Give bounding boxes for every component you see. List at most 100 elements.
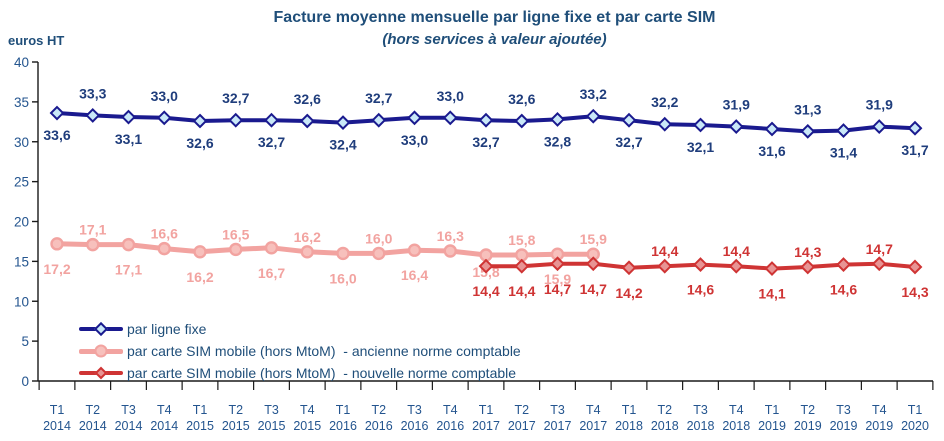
data-label: 16,2 [294,229,321,245]
data-label: 16,5 [222,226,249,242]
data-label: 33,0 [401,132,428,148]
data-label: 32,7 [615,134,642,150]
y-tick-label: 5 [21,334,29,349]
data-point-marker [372,246,386,261]
data-point-marker [621,112,637,128]
data-point-marker [50,237,64,251]
legend-item-sim-ancienne: par carte SIM mobile (hors MtoM) - ancie… [79,342,521,359]
series-line [54,241,596,258]
data-label: 14,3 [901,284,928,300]
x-tick-quarter-label: T4 [586,403,601,417]
series-2: 14,4 14,4 14,7 14,7 14,2 14,4 14,6 14,4 14,1 14,3… [472,241,928,302]
x-tick-year-label: 2017 [579,419,607,433]
data-label: 17,1 [79,222,106,238]
x-tick-year-label: 2015 [258,419,286,433]
x-tick-quarter-label: T1 [479,403,494,417]
data-label: 31,3 [794,101,821,117]
data-label: 31,9 [866,97,893,113]
data-point-marker [836,257,851,272]
data-point-marker [907,259,923,275]
data-point-marker [693,257,708,272]
x-tick-quarter-label: T1 [765,403,780,417]
legend-label-sim-nouvelle: par carte SIM mobile (hors MtoM) - nouve… [127,364,517,381]
legend: par ligne fixe par carte SIM mobile (hor… [79,320,521,381]
data-point-marker [85,108,101,123]
data-label: 32,7 [222,90,249,106]
data-point-marker [693,117,708,133]
legend-label-ligne-fixe: par ligne fixe [127,320,207,337]
data-label: 32,2 [651,94,678,110]
data-point-marker [585,108,601,124]
data-label: 15,8 [508,232,535,248]
axes: 0 5 10 15 20 25 30 35 40 T1 2014 T2 2014 T3 2014 T4 2014… [14,55,934,433]
x-tick-quarter-label: T1 [193,403,208,417]
y-tick-label: 35 [14,95,29,110]
x-tick-quarter-label: T3 [550,403,565,417]
data-point-marker [585,256,601,272]
data-point-marker [407,110,422,126]
x-tick-quarter-label: T3 [693,403,708,417]
data-point-marker [442,110,458,126]
data-label: 14,3 [794,244,821,260]
data-label: 14,7 [580,281,607,297]
data-label: 32,6 [294,91,321,107]
data-point-marker [800,123,816,139]
y-tick-label: 20 [14,215,29,230]
series-0: 33,6 33,3 33,1 33,0 32,6 32,7 32,7 32,6 32,4 32,7… [43,85,928,160]
x-tick-year-label: 2014 [115,419,143,433]
data-point-marker [871,256,887,272]
data-point-marker [514,113,530,129]
data-label: 33,0 [437,88,464,104]
data-label: 31,7 [901,142,928,158]
data-label: 33,1 [115,131,142,147]
legend-item-ligne-fixe: par ligne fixe [79,320,521,337]
data-point-marker [550,112,565,127]
data-label: 16,0 [365,230,392,246]
x-tick-year-label: 2015 [222,419,250,433]
data-point-marker [371,112,387,128]
x-tick-quarter-label: T2 [800,403,815,417]
data-point-marker [443,244,457,258]
data-label: 16,2 [186,269,213,285]
legend-label-sim-ancienne: par carte SIM mobile (hors MtoM) - ancie… [127,342,521,359]
x-tick-quarter-label: T4 [300,403,315,417]
data-label: 14,7 [544,281,571,297]
chart-subtitle: (hors services à valeur ajoutée) [382,31,607,48]
data-point-marker [907,120,923,136]
x-tick-year-label: 2016 [365,419,393,433]
data-label: 33,3 [79,85,106,101]
data-label: 14,1 [758,286,785,302]
x-tick-quarter-label: T2 [371,403,386,417]
data-point-marker [86,237,100,252]
x-tick-quarter-label: T4 [729,403,744,417]
x-tick-quarter-label: T1 [50,403,65,417]
data-point-marker [49,105,65,121]
data-label: 14,4 [472,283,499,299]
data-label: 32,7 [472,134,499,150]
data-label: 32,6 [186,135,213,151]
y-tick-label: 25 [14,175,29,190]
data-point-marker [478,258,494,274]
x-tick-year-label: 2014 [43,419,71,433]
data-point-marker [335,115,351,131]
x-tick-year-label: 2018 [687,419,715,433]
data-point-marker [121,109,136,125]
data-label: 17,1 [115,262,142,278]
y-tick-label: 30 [14,135,29,150]
x-tick-quarter-label: T1 [336,403,351,417]
x-tick-quarter-label: T1 [908,403,923,417]
y-axis-unit-label: euros HT [8,33,65,48]
data-point-marker [621,260,637,276]
data-point-marker [764,121,780,137]
data-label: 31,9 [723,97,750,113]
data-point-marker [657,116,673,132]
x-tick-quarter-label: T3 [264,403,279,417]
data-point-marker [336,246,350,261]
data-point-marker [836,123,851,138]
x-tick-year-label: 2018 [615,419,643,433]
data-label: 32,4 [329,137,356,153]
data-label: 32,6 [508,91,535,107]
x-tick-quarter-label: T2 [85,403,100,417]
data-point-marker [550,256,565,272]
